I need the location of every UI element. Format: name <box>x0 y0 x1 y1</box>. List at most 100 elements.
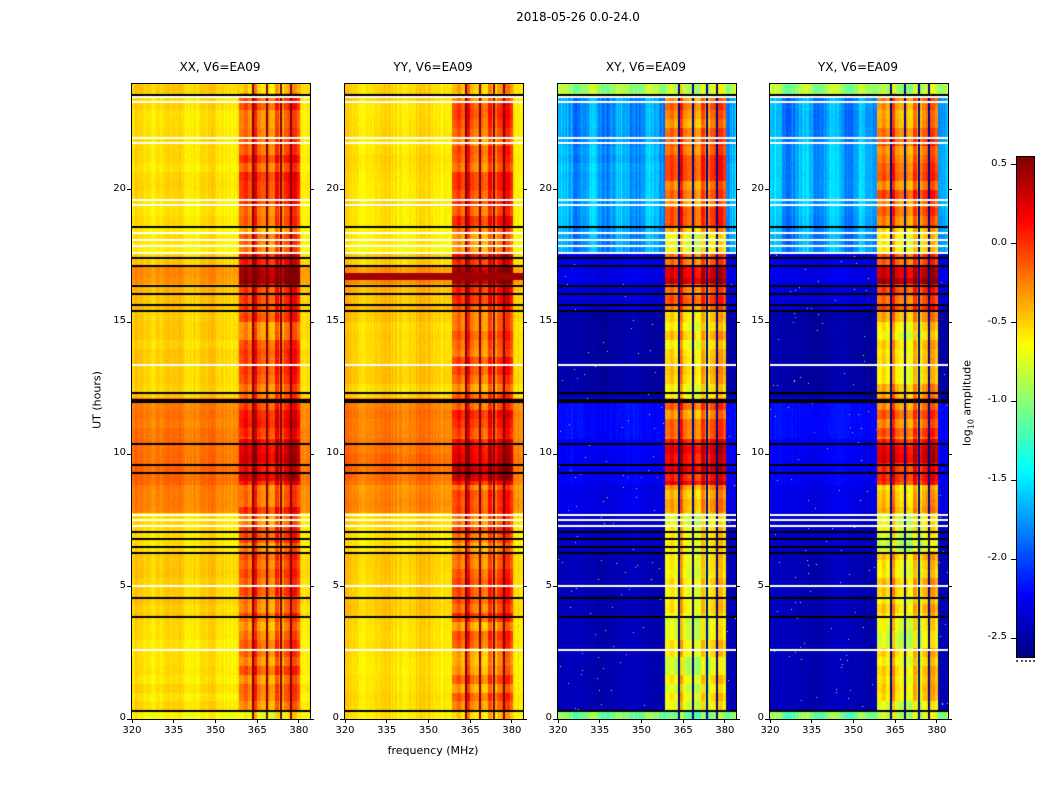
colorbar-label-log: log <box>960 429 974 447</box>
y-tick <box>523 189 527 191</box>
y-tick <box>340 453 344 455</box>
x-tick-label: 335 <box>164 725 184 736</box>
y-tick <box>736 453 740 455</box>
y-tick-label: 20 <box>326 182 339 194</box>
y-tick <box>765 586 769 588</box>
y-tick <box>553 321 557 323</box>
y-tick <box>553 453 557 455</box>
colorbar-gradient <box>1017 157 1034 657</box>
x-tick <box>640 719 642 723</box>
y-tick-label: 15 <box>326 315 339 327</box>
x-tick-label: 380 <box>502 725 522 736</box>
y-tick-label: 10 <box>113 447 126 459</box>
x-tick-label: 365 <box>885 725 905 736</box>
colorbar-extend-dotted <box>1016 660 1035 662</box>
x-tick <box>131 719 133 723</box>
y-tick <box>523 586 527 588</box>
x-tick <box>344 719 346 723</box>
colorbar-tick <box>1011 479 1017 481</box>
heatmap-canvas-yx <box>770 84 948 719</box>
x-tick <box>557 719 559 723</box>
x-tick <box>894 719 896 723</box>
y-tick <box>340 718 344 720</box>
x-tick-label: 365 <box>247 725 267 736</box>
y-tick-label: 0 <box>332 712 339 723</box>
colorbar-tick <box>1011 243 1017 245</box>
heatmap-panel-xy: 320 335 350 365 380 0 5 10 15 20 <box>539 83 740 736</box>
x-tick-label: 350 <box>205 725 225 736</box>
y-tick <box>736 189 740 191</box>
y-tick <box>948 189 952 191</box>
y-tick <box>736 718 740 720</box>
y-tick-label: 20 <box>539 182 552 194</box>
x-tick-label: 365 <box>460 725 480 736</box>
y-tick <box>310 453 314 455</box>
colorbar-tick-label: -2.5 <box>987 631 1007 643</box>
y-tick-label: 0 <box>119 712 126 723</box>
x-tick-label: 350 <box>843 725 863 736</box>
x-tick-label: 380 <box>927 725 947 736</box>
y-tick <box>736 586 740 588</box>
y-tick <box>310 718 314 720</box>
x-tick-label: 335 <box>590 725 610 736</box>
x-tick <box>852 719 854 723</box>
colorbar-tick-label: 0.0 <box>991 236 1007 248</box>
x-tick <box>724 719 726 723</box>
x-tick-label: 350 <box>418 725 438 736</box>
x-tick <box>511 719 513 723</box>
x-tick <box>599 719 601 723</box>
y-tick <box>765 718 769 720</box>
colorbar-tick <box>1011 400 1017 402</box>
y-tick <box>310 321 314 323</box>
x-tick <box>682 719 684 723</box>
x-tick-label: 320 <box>335 725 355 736</box>
figure-title: 2018-05-26 0.0-24.0 <box>516 10 640 24</box>
x-tick-label: 335 <box>377 725 397 736</box>
y-tick <box>553 586 557 588</box>
x-tick-label: 380 <box>289 725 309 736</box>
y-tick <box>948 718 952 720</box>
colorbar: 0.5 0.0 -0.5 -1.0 -1.5 -2.0 -2.5 <box>987 156 1035 658</box>
colorbar-tick-label: -2.0 <box>987 552 1007 564</box>
y-tick <box>523 321 527 323</box>
colorbar-tick <box>1011 558 1017 560</box>
y-tick <box>127 586 131 588</box>
y-tick <box>765 321 769 323</box>
colorbar-label-sub: 10 <box>966 419 976 430</box>
colorbar-tick-label: -0.5 <box>987 315 1007 327</box>
colorbar-label-rest: amplitude <box>960 359 974 420</box>
y-tick-label: 15 <box>751 315 764 327</box>
panel-title-xy: XY, V6=EA09 <box>605 60 687 74</box>
y-tick <box>127 189 131 191</box>
x-tick-label: 320 <box>548 725 568 736</box>
y-tick <box>553 718 557 720</box>
heatmap-panel-yx: 320 335 350 365 380 0 5 10 15 20 <box>751 83 952 736</box>
colorbar-tick-label: -1.5 <box>987 473 1007 485</box>
x-tick <box>811 719 813 723</box>
y-tick <box>127 718 131 720</box>
y-tick-label: 5 <box>545 579 552 591</box>
x-tick <box>427 719 429 723</box>
colorbar-tick-label: -1.0 <box>987 394 1007 406</box>
y-tick-label: 10 <box>326 447 339 459</box>
y-tick <box>765 189 769 191</box>
x-tick <box>469 719 471 723</box>
y-tick <box>948 453 952 455</box>
y-tick-label: 15 <box>113 315 126 327</box>
y-axis-label: UT (hours) <box>90 371 104 429</box>
x-tick-label: 380 <box>715 725 735 736</box>
y-tick-label: 5 <box>119 579 126 591</box>
y-tick-label: 0 <box>757 712 764 723</box>
panel-title-yy: YY, V6=EA09 <box>393 60 473 74</box>
y-tick-label: 5 <box>757 579 764 591</box>
y-tick <box>553 189 557 191</box>
x-tick <box>298 719 300 723</box>
y-tick <box>948 586 952 588</box>
y-tick <box>310 189 314 191</box>
x-axis-label: frequency (MHz) <box>387 744 479 757</box>
colorbar-tick <box>1011 164 1017 166</box>
heatmap-canvas-yy <box>345 84 523 719</box>
x-tick <box>386 719 388 723</box>
colorbar-tick-label: 0.5 <box>991 157 1007 169</box>
